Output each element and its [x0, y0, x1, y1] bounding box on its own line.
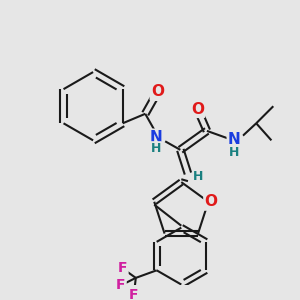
Text: O: O: [205, 194, 218, 209]
Text: F: F: [118, 261, 127, 275]
Text: F: F: [116, 278, 125, 292]
Text: F: F: [129, 288, 139, 300]
Text: O: O: [191, 102, 204, 117]
Text: H: H: [193, 170, 204, 183]
Text: N: N: [228, 132, 241, 147]
Text: H: H: [229, 146, 240, 159]
Text: N: N: [149, 130, 162, 145]
Text: O: O: [151, 85, 164, 100]
Text: H: H: [151, 142, 161, 155]
